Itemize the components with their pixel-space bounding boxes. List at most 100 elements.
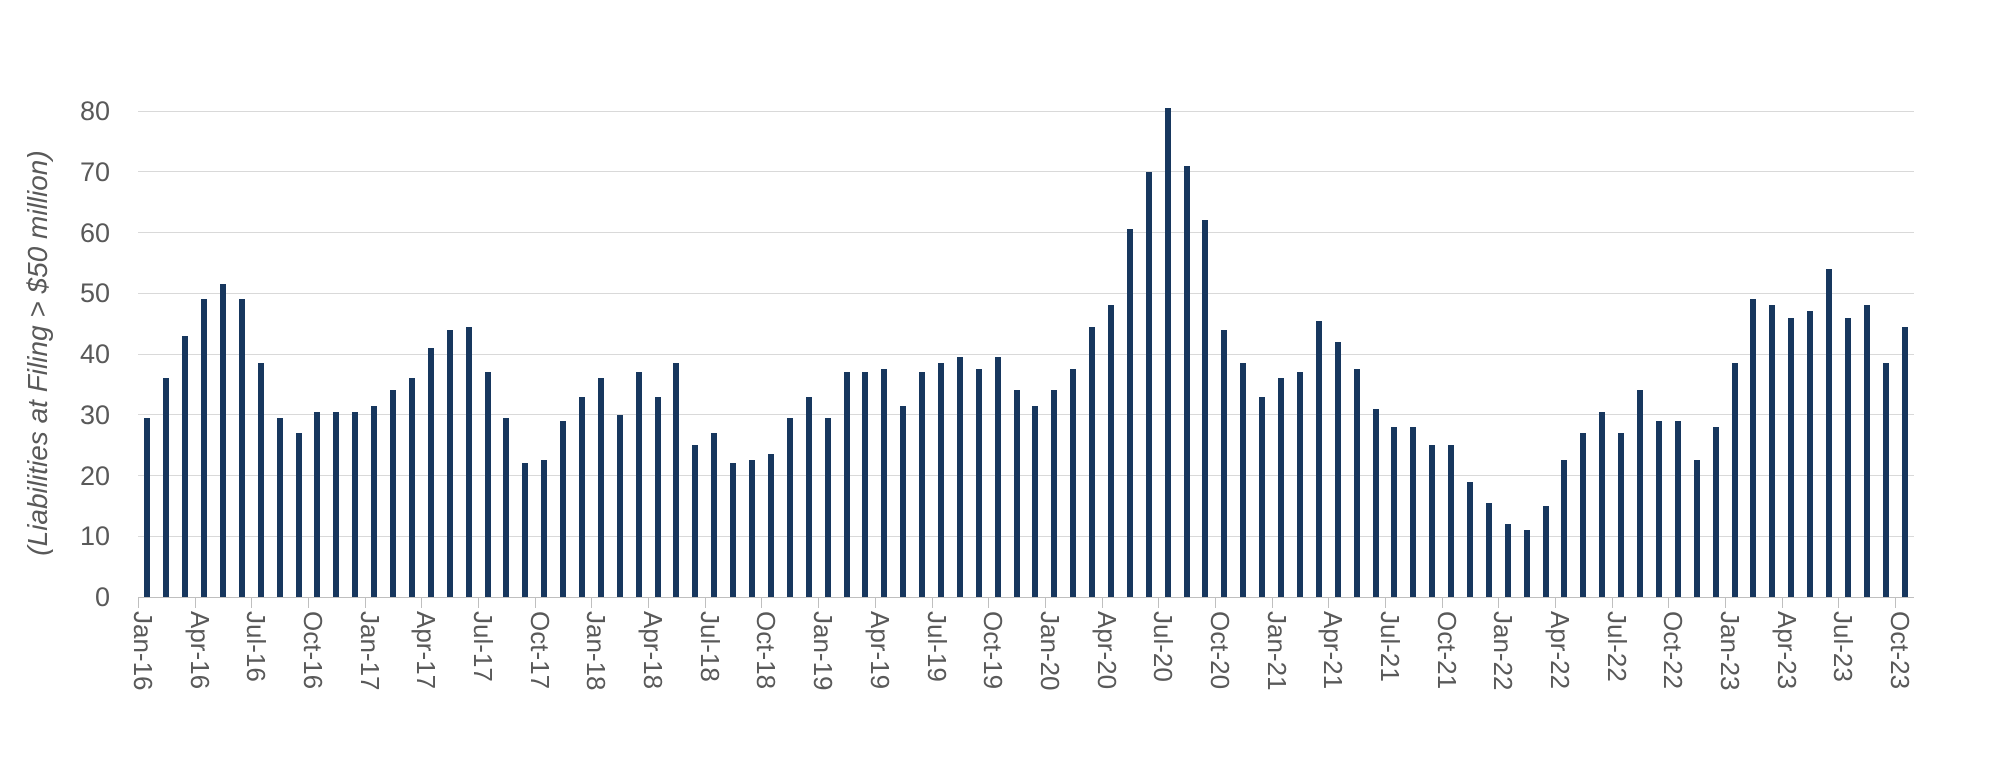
bar [1542, 505, 1549, 597]
x-tick [1158, 597, 1160, 608]
bar [1637, 390, 1644, 597]
y-tick-label: 50 [79, 278, 110, 309]
gridline [138, 292, 1914, 294]
bar [1259, 396, 1266, 597]
x-tick [874, 597, 876, 608]
gridline [138, 232, 1914, 233]
x-tick [761, 597, 763, 608]
x-tick [591, 597, 593, 608]
bar [730, 463, 737, 597]
bar [276, 417, 283, 597]
x-tick-label: Jan-22 [1488, 611, 1519, 691]
x-tick-label: Oct-16 [298, 611, 329, 690]
x-tick [1555, 597, 1557, 608]
x-tick-label: Apr-18 [638, 611, 669, 690]
x-tick-label: Apr-19 [864, 611, 895, 690]
bar [786, 417, 793, 597]
x-tick-label: Jan-16 [128, 611, 158, 691]
x-tick-label: Apr-23 [1771, 611, 1802, 690]
bar [314, 411, 321, 597]
bar [1788, 317, 1795, 597]
bar [994, 357, 1001, 597]
bar [1599, 411, 1606, 597]
bar [919, 372, 926, 597]
bar [1882, 363, 1889, 597]
bar [522, 463, 529, 597]
bar [1202, 220, 1209, 597]
bar [1467, 481, 1473, 597]
bar [427, 347, 434, 597]
bar [1108, 305, 1115, 597]
bar [484, 372, 491, 597]
bar [956, 357, 963, 597]
x-tick [194, 597, 196, 608]
bar [1051, 390, 1058, 597]
y-tick-label: 20 [79, 460, 110, 491]
x-tick-label: Oct-20 [1204, 611, 1235, 690]
bar [767, 454, 774, 597]
bar [238, 299, 245, 597]
bar [182, 335, 189, 597]
bar [541, 460, 548, 597]
bar [1372, 408, 1379, 597]
bar [1429, 445, 1436, 597]
x-tick-label: Jan-20 [1034, 611, 1065, 691]
x-tick [1895, 597, 1897, 608]
bar [862, 372, 869, 597]
x-tick-label: Jan-21 [1261, 611, 1292, 691]
x-tick [1838, 597, 1840, 608]
bar [333, 411, 340, 597]
bar [144, 417, 151, 597]
gridline [138, 353, 1914, 355]
x-tick [534, 597, 536, 608]
bar [1674, 420, 1681, 597]
x-tick-label: Apr-21 [1318, 611, 1349, 690]
bar [579, 396, 585, 597]
bar [257, 363, 264, 597]
y-tick-label: 10 [79, 521, 110, 552]
x-tick-label: Jan-19 [808, 611, 839, 691]
x-tick-label: Oct-17 [524, 611, 555, 690]
bar [408, 378, 415, 597]
bar [1561, 460, 1568, 597]
bar [843, 372, 850, 597]
gridline [138, 414, 1914, 416]
x-tick [251, 597, 253, 608]
bar [1807, 311, 1814, 597]
bar [1863, 305, 1870, 597]
x-tick-label: Jan-18 [581, 611, 612, 691]
bar [673, 363, 680, 597]
bar [503, 417, 510, 597]
bar [371, 405, 378, 597]
bar [1504, 524, 1511, 597]
x-tick [1781, 597, 1783, 608]
bar [1278, 378, 1285, 597]
bar [597, 378, 604, 597]
bar [1070, 369, 1077, 597]
x-tick [364, 597, 366, 608]
x-tick-label: Oct-18 [751, 611, 782, 690]
bar [446, 329, 453, 597]
bar [465, 326, 472, 597]
bar [1750, 299, 1757, 597]
x-tick [818, 597, 820, 608]
bar [692, 445, 699, 597]
x-tick [648, 597, 650, 608]
x-tick [1384, 597, 1386, 608]
x-tick-label: Jul-16 [241, 611, 272, 682]
x-tick [1044, 597, 1046, 608]
bar [937, 363, 944, 597]
x-tick-label: Apr-22 [1545, 611, 1576, 690]
bar [635, 372, 642, 597]
x-tick [931, 597, 933, 608]
x-tick-label: Jan-23 [1715, 611, 1746, 691]
x-tick-label: Jul-17 [468, 611, 499, 682]
x-tick-label: Jul-18 [694, 611, 725, 682]
x-tick [1725, 597, 1727, 608]
y-tick-label: 0 [94, 582, 110, 612]
y-tick-label: 30 [79, 399, 110, 430]
bar [1731, 363, 1738, 597]
x-tick [138, 597, 139, 608]
bar [1769, 305, 1776, 597]
